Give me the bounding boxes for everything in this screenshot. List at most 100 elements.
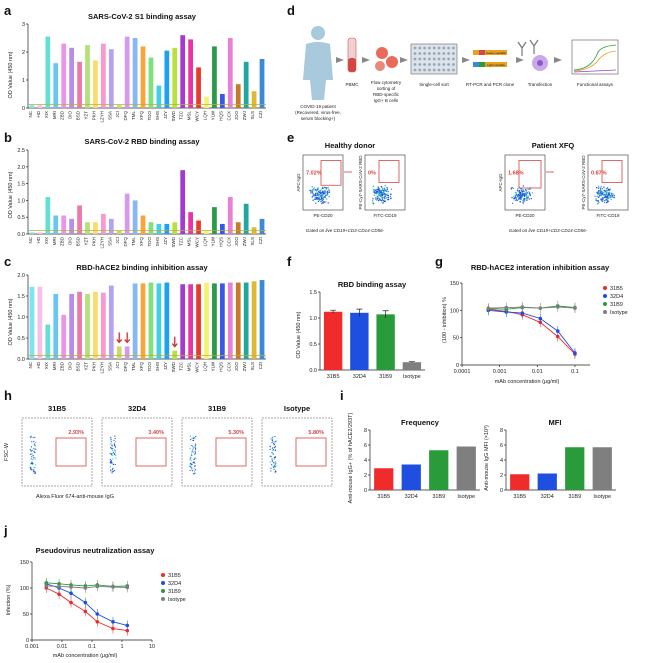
panel-h-event-dot: [194, 450, 196, 452]
healthy-cd20-event-dot: [315, 194, 317, 196]
panel-a-category-label: SHS: [155, 111, 160, 120]
panel-i-freq-ytick-label: 6: [364, 443, 367, 449]
panel-h-event-dot: [274, 471, 276, 473]
panel-h-event-dot: [34, 458, 36, 460]
patient-rbd-event-dot: [597, 191, 599, 193]
panel-g-xtick-label: 0.0001: [454, 369, 471, 375]
panel-c-category-label: HQS: [218, 362, 223, 372]
patient-rbd-event-dot: [605, 199, 608, 201]
patient-rbd-event-dot: [605, 196, 608, 198]
healthy-rbd-event-dot: [381, 193, 384, 195]
healthy-rbd-event-dot: [372, 185, 374, 187]
panel-b-ylabel: OD Value (450 nm): [8, 171, 14, 218]
panel-c-bar: [85, 293, 90, 359]
panel-h-event-dot: [111, 472, 113, 474]
panel-h-event-dot: [110, 436, 112, 439]
panel-a-bar: [188, 39, 194, 108]
plate-well: [432, 52, 436, 55]
panel-h-event-dot: [271, 438, 273, 441]
panel-f-bar-32d4: [350, 312, 369, 370]
panel-h-event-dot: [190, 439, 192, 441]
patient-rbd-gate-percent: 0.87%: [591, 170, 607, 176]
panel-c-category-label: ZBD: [60, 361, 65, 371]
patient-rbd-event-dot: [597, 199, 599, 202]
healthy-cd20-x-label: PE-CD20: [313, 213, 333, 218]
panel-j-legend-label: 31B5: [168, 573, 181, 579]
panel-h-event-dot: [32, 471, 35, 473]
panel-h-event-dot: [115, 457, 117, 459]
panel-a-category-label: DFQ: [123, 111, 128, 121]
panel-c-ytick-label: 0.5: [17, 336, 25, 342]
plate-well: [418, 52, 422, 55]
panel-a-ytick-label: 2: [22, 50, 25, 56]
healthy-rbd-event-dot: [378, 193, 380, 195]
healthy-cd20-event-dot: [323, 191, 325, 194]
panel-g-legend-label: 31B5: [610, 286, 623, 292]
healthy-cd20-event-dot: [318, 199, 321, 202]
panel-h-event-dot: [32, 462, 34, 464]
patient-cd20-event-dot: [518, 194, 521, 197]
patient-rbd-event-dot: [600, 190, 603, 192]
panel-b-ytick-label: 2.0: [17, 165, 25, 171]
patient-cd20-event-dot: [520, 198, 522, 200]
panel-h-xlabel: Alexa Fluor 674-anti-mouse IgG: [36, 494, 114, 500]
panel-b-bar: [180, 170, 186, 234]
panel-i-mfi-ytick-label: 2: [500, 473, 503, 479]
panel-a-bar: [259, 59, 265, 108]
panel-c-category-label: JZY: [163, 362, 168, 370]
patient-cd20-event-dot: [515, 194, 518, 196]
healthy-rbd-event-dot: [379, 191, 381, 193]
patient-rbd-event-dot: [605, 197, 608, 200]
panel-h-event-dot: [189, 462, 192, 464]
panel-h-event-dot: [271, 447, 273, 450]
healthy-rbd-event-dot: [390, 197, 392, 199]
panel-g-point-31b5: [555, 334, 560, 339]
panel-h-event-dot: [34, 449, 36, 451]
panel-j-legend-label: Isotype: [168, 597, 186, 603]
panel-a-bar: [69, 47, 75, 108]
patient-rbd-event-dot: [597, 190, 600, 192]
patient-cd20-gate: [518, 160, 542, 189]
panel-a-bar: [172, 47, 178, 108]
panel-h-event-dot: [271, 460, 273, 462]
panel-c-title: RBD-hACE2 binding inhibition assay: [76, 263, 208, 272]
panel-a-category-label: YZT: [84, 111, 89, 120]
panel-h-event-dot: [190, 466, 192, 469]
panel-h-event-dot: [272, 452, 274, 455]
panel-letter-h: h: [4, 388, 12, 403]
panel-c-category-label: TZC: [179, 361, 184, 370]
panel-h-event-dot: [191, 468, 193, 470]
panel-g-point-32d4: [573, 351, 577, 355]
panel-b-bar: [116, 230, 122, 234]
patient-cd20-event-dot: [524, 188, 527, 191]
panel-b-category-label: NC: [28, 236, 33, 243]
plate-well: [423, 63, 426, 66]
panel-c-bar: [148, 282, 154, 359]
panel-i-freq-bar-isotype: [456, 446, 476, 490]
panel-b-bar: [77, 205, 82, 234]
panel-c-bar: [100, 292, 106, 359]
panel-h-event-dot: [30, 463, 32, 465]
panel-c-bar: [140, 283, 146, 359]
panel-c-ytick-label: 1.5: [17, 294, 25, 300]
panel-b-category-label: TZC: [179, 236, 184, 245]
panel-i-mfi-category-label: 31B5: [513, 494, 526, 500]
panel-h-event-dot: [112, 470, 115, 472]
healthy-cd20-event-dot: [320, 198, 322, 201]
patient-cd20-event-dot: [511, 196, 513, 199]
panel-c-category-label: DFQ: [123, 362, 128, 372]
healthy-cd20-event-dot: [325, 194, 327, 196]
panel-h-event-dot: [193, 461, 196, 463]
patient-rbd-event-dot: [606, 194, 609, 196]
panel-c-category-label: TML: [131, 362, 136, 371]
panel-c-category-label: PKH: [91, 362, 96, 371]
panel-b-category-label: ZWJ: [242, 237, 247, 246]
heavy-variable-label: Heavy variable: [486, 51, 506, 55]
patient-cd20-event-dot: [526, 197, 528, 200]
panel-h-event-dot: [33, 450, 35, 453]
plate-well: [413, 68, 417, 72]
panel-j-point-isotype: [111, 585, 115, 589]
plate-well: [423, 52, 426, 55]
step-flow-label-3: RBD-specific: [373, 92, 400, 97]
panel-h-event-dot: [109, 462, 112, 464]
